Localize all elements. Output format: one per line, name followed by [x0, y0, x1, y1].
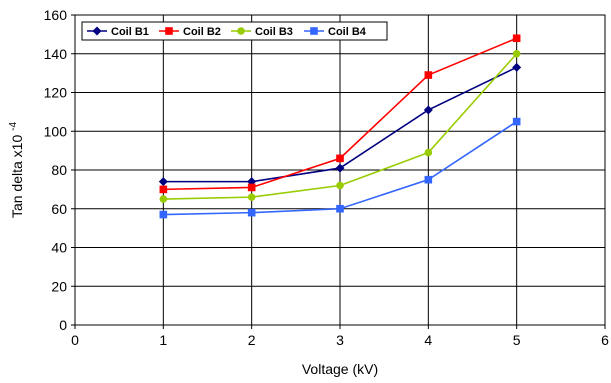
series-group: [158, 34, 522, 219]
series-3: [159, 49, 521, 203]
data-point: [424, 148, 433, 157]
x-tick-label: 1: [159, 332, 167, 348]
data-point: [336, 181, 344, 190]
data-point: [159, 195, 168, 203]
data-point: [424, 71, 433, 79]
legend-swatch-marker: [237, 27, 245, 35]
legend-entry: Coil B2: [159, 26, 221, 38]
x-tick-label: 0: [71, 332, 79, 348]
legend: Coil B1 Coil B2 Coil B3 Coil B4: [81, 21, 388, 41]
y-tick-label: 100: [44, 123, 68, 139]
legend-label: Coil B2: [183, 26, 221, 38]
data-point: [336, 154, 344, 163]
data-point: [335, 163, 345, 173]
legend-swatch-marker: [165, 27, 173, 35]
x-tick-label: 6: [601, 332, 609, 348]
series-4: [159, 117, 521, 219]
y-tick-label: 160: [44, 7, 68, 23]
data-point: [512, 34, 521, 43]
data-point: [247, 183, 256, 192]
data-point: [247, 193, 256, 201]
x-tick-label: 5: [513, 332, 521, 348]
data-point: [159, 185, 168, 194]
legend-label: Coil B3: [255, 26, 293, 38]
legend-entry: Coil B3: [231, 26, 293, 38]
data-point: [336, 204, 344, 213]
legend-swatch-marker: [310, 27, 318, 35]
y-axis-title-exponent: -4: [8, 122, 19, 131]
data-point: [512, 62, 522, 72]
legend-label: Coil B1: [111, 26, 149, 38]
series-2: [159, 34, 521, 194]
data-point: [158, 177, 168, 187]
data-point: [512, 49, 521, 58]
series-1: [158, 62, 522, 187]
y-axis-title: Tan delta x10 -4: [8, 122, 25, 219]
y-tick-label: 140: [44, 46, 68, 62]
legend-swatch-marker: [92, 26, 102, 36]
data-point: [247, 208, 256, 217]
legend-label: Coil B4: [328, 26, 367, 38]
y-tick-label: 120: [44, 85, 68, 101]
axis-ticks: 0 20 40 60 80 100 120 140 160 0 1 2 3 4 5 6: [44, 7, 609, 348]
data-point: [423, 105, 433, 115]
x-tick-label: 2: [248, 332, 256, 348]
x-tick-label: 4: [424, 332, 432, 348]
legend-entry: Coil B1: [87, 26, 149, 38]
legend-entry: Coil B4: [304, 26, 367, 38]
y-tick-label: 20: [51, 278, 67, 294]
y-tick-label: 0: [59, 317, 67, 333]
y-tick-label: 60: [51, 201, 67, 217]
y-axis-title-text: Tan delta x10: [9, 135, 25, 218]
x-axis-title: Voltage (kV): [302, 361, 378, 377]
x-tick-label: 3: [336, 332, 344, 348]
data-point: [159, 210, 168, 219]
y-tick-label: 40: [51, 240, 67, 256]
data-point: [512, 117, 521, 126]
y-tick-label: 80: [51, 162, 67, 178]
data-point: [424, 175, 433, 184]
